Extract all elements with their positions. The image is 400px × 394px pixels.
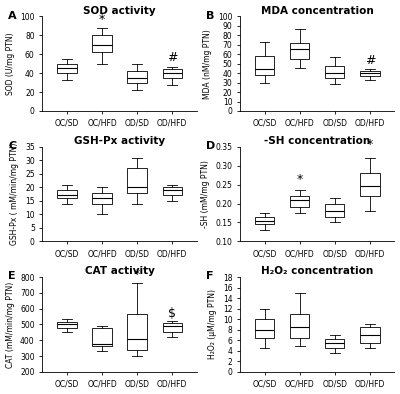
PathPatch shape: [92, 328, 112, 346]
Y-axis label: GSH-Px ( mM/min/mg PTN): GSH-Px ( mM/min/mg PTN): [10, 143, 20, 245]
PathPatch shape: [162, 187, 182, 195]
PathPatch shape: [290, 196, 309, 207]
PathPatch shape: [255, 56, 274, 75]
PathPatch shape: [360, 71, 380, 76]
Text: *: *: [99, 13, 105, 26]
Text: *: *: [134, 268, 140, 281]
Text: *: *: [297, 173, 303, 186]
Text: A: A: [8, 11, 17, 20]
PathPatch shape: [57, 190, 76, 198]
Title: -SH concentration: -SH concentration: [264, 136, 370, 146]
PathPatch shape: [162, 69, 182, 78]
Text: F: F: [206, 271, 214, 281]
Text: E: E: [8, 271, 16, 281]
Y-axis label: MDA (nM/mg PTN): MDA (nM/mg PTN): [203, 29, 212, 98]
Y-axis label: H₂O₂ (μM/mg PTN): H₂O₂ (μM/mg PTN): [208, 290, 217, 359]
PathPatch shape: [128, 71, 147, 83]
PathPatch shape: [255, 319, 274, 338]
PathPatch shape: [128, 314, 147, 350]
PathPatch shape: [325, 339, 344, 348]
Title: SOD activity: SOD activity: [83, 6, 156, 15]
PathPatch shape: [290, 43, 309, 59]
PathPatch shape: [162, 323, 182, 332]
Y-axis label: CAT (mM/min/mg PTN): CAT (mM/min/mg PTN): [6, 281, 14, 368]
Title: MDA concentration: MDA concentration: [261, 6, 374, 15]
PathPatch shape: [255, 217, 274, 224]
Text: C: C: [8, 141, 16, 151]
PathPatch shape: [360, 173, 380, 196]
Title: CAT activity: CAT activity: [85, 266, 154, 276]
PathPatch shape: [325, 65, 344, 78]
Text: #: #: [365, 54, 375, 67]
Text: D: D: [206, 141, 215, 151]
Text: #: #: [167, 51, 178, 64]
Y-axis label: SOD (U/mg PTN): SOD (U/mg PTN): [6, 32, 15, 95]
Y-axis label: -SH (mM/mg PTN): -SH (mM/mg PTN): [201, 160, 210, 228]
PathPatch shape: [92, 193, 112, 204]
PathPatch shape: [360, 327, 380, 343]
Text: B: B: [206, 11, 214, 20]
Text: $: $: [168, 307, 176, 320]
PathPatch shape: [290, 314, 309, 338]
Text: *: *: [367, 138, 373, 151]
PathPatch shape: [57, 322, 76, 328]
PathPatch shape: [57, 64, 76, 73]
PathPatch shape: [92, 35, 112, 52]
Title: H₂O₂ concentration: H₂O₂ concentration: [261, 266, 373, 276]
Title: GSH-Px activity: GSH-Px activity: [74, 136, 165, 146]
PathPatch shape: [128, 168, 147, 193]
PathPatch shape: [325, 204, 344, 217]
